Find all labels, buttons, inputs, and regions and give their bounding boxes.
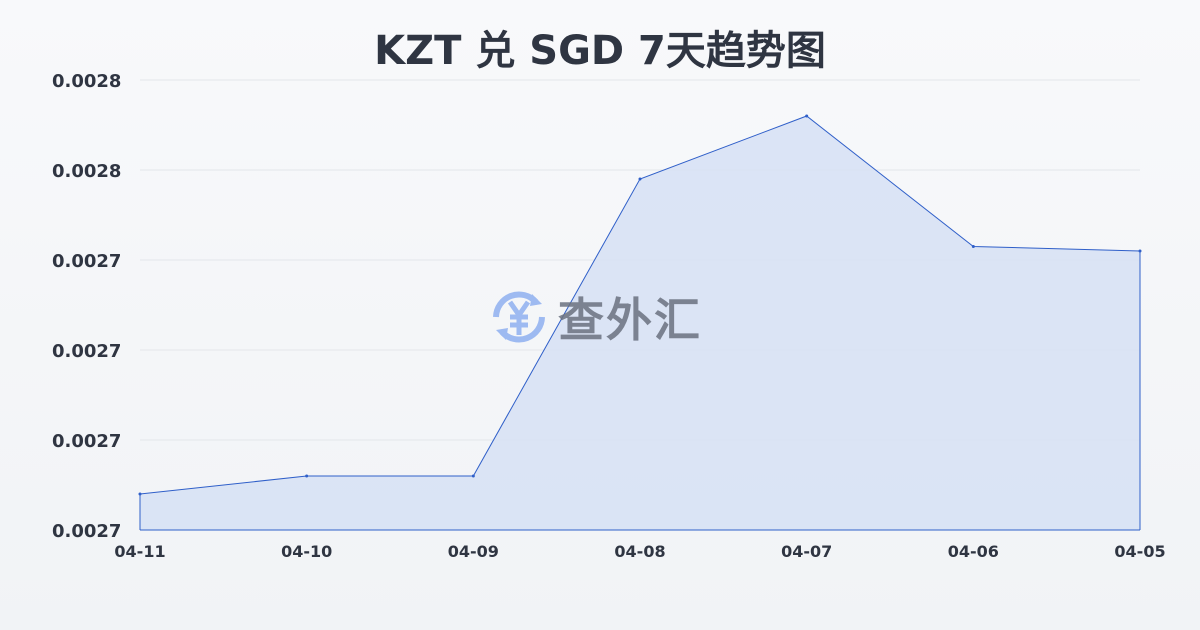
y-tick-label: 0.0027: [52, 341, 121, 362]
area-fill: [140, 116, 1140, 530]
data-point: [471, 474, 475, 478]
y-tick-label: 0.0027: [52, 521, 121, 542]
y-tick-label: 0.0028: [52, 161, 121, 182]
chart-title: KZT 兑 SGD 7天趋势图: [374, 28, 826, 74]
x-tick-label: 04-11: [114, 542, 165, 561]
y-tick-label: 0.0028: [52, 71, 121, 92]
data-point: [638, 177, 642, 181]
x-tick-label: 04-05: [1114, 542, 1165, 561]
data-point: [805, 114, 809, 118]
x-tick-label: 04-10: [281, 542, 332, 561]
data-point: [971, 245, 975, 248]
x-tick-label: 04-09: [448, 542, 499, 561]
x-tick-label: 04-06: [948, 542, 999, 561]
y-tick-label: 0.0027: [52, 431, 121, 452]
data-point: [1138, 249, 1142, 253]
x-tick-label: 04-07: [781, 542, 832, 561]
data-point: [138, 492, 142, 496]
watermark: 查外汇: [488, 284, 702, 350]
y-tick-label: 0.0027: [52, 251, 121, 272]
yen-exchange-icon: [493, 291, 545, 343]
watermark-text: 查外汇: [558, 293, 702, 347]
x-tick-label: 04-08: [614, 542, 665, 561]
data-point: [305, 474, 309, 478]
